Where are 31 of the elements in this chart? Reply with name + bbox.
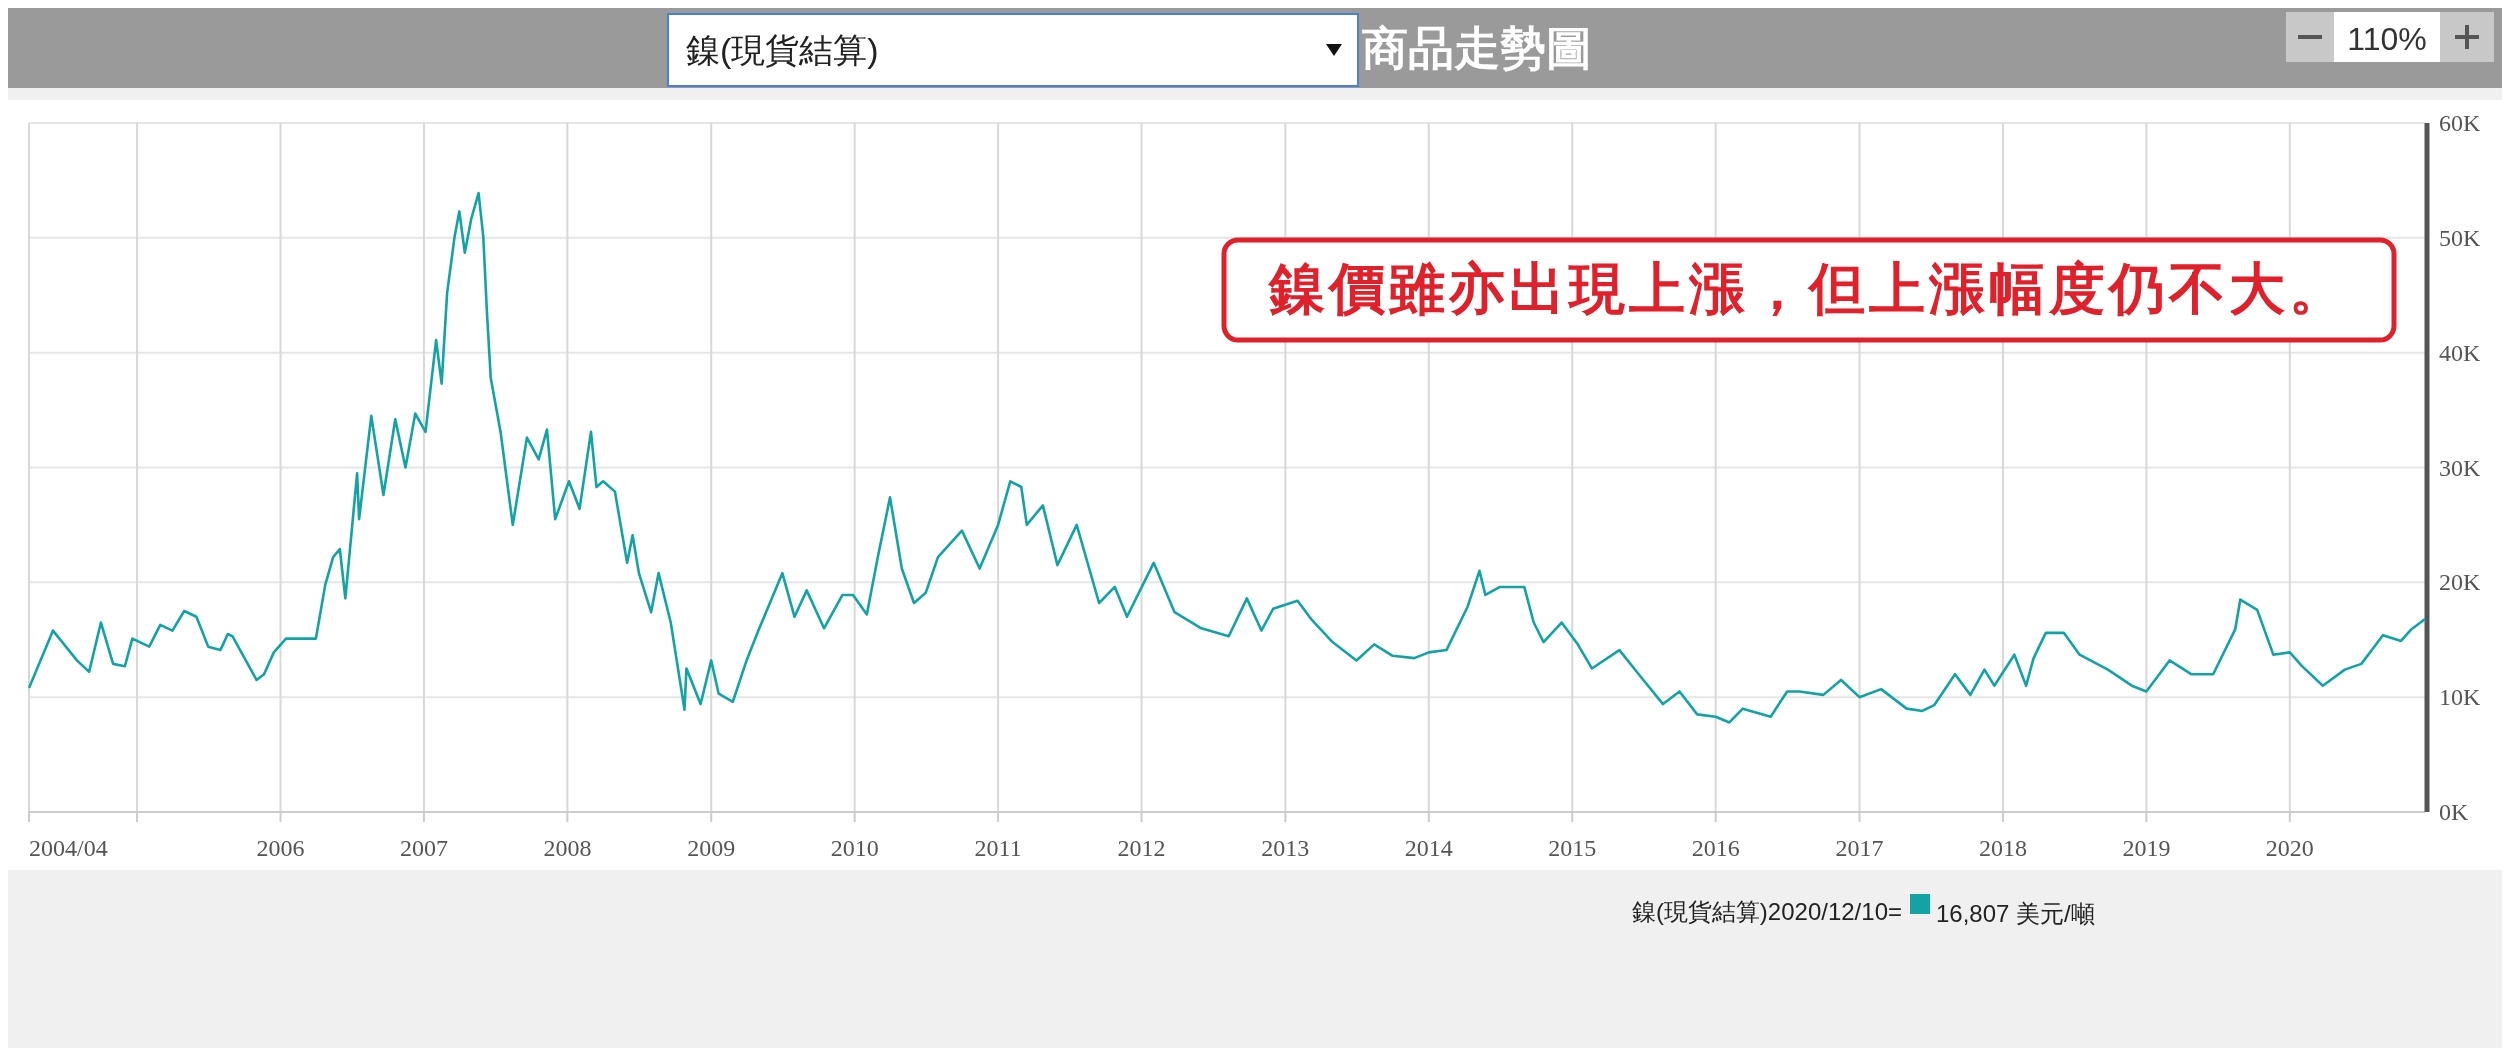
x-tick-label: 2017 <box>1835 835 1884 861</box>
x-tick-label: 2018 <box>1978 835 2027 861</box>
x-tick-label: 2011 <box>974 835 1022 861</box>
line-series <box>27 191 2427 724</box>
y-tick-label: 30K <box>2439 454 2481 481</box>
text: 110% <box>2347 21 2427 57</box>
annotation: 鎳價雖亦出現上漲，但上漲幅度仍不大。 <box>1267 258 2349 320</box>
x-tick-label: 2004/04 <box>29 835 108 861</box>
x-tick-label: 2013 <box>1261 835 1310 861</box>
x-tick-label: 2019 <box>2122 835 2171 861</box>
x-tick-label: 2015 <box>1548 835 1597 861</box>
text: 鎳(現貨結算) <box>686 31 879 69</box>
y-tick-label: 40K <box>2439 339 2481 366</box>
x-tick-label: 2020 <box>2265 835 2314 861</box>
text: 鎳(現貨結算) <box>1631 898 1768 925</box>
x-tick-label: 2016 <box>1691 835 1740 861</box>
y-tick-label: 60K <box>2439 110 2481 136</box>
x-tick-label: 2010 <box>830 835 879 861</box>
x-tick-label: 2014 <box>1404 835 1453 861</box>
y-tick-label: 20K <box>2439 569 2481 596</box>
x-tick-label: 2009 <box>687 835 736 861</box>
y-tick-label: 50K <box>2439 224 2481 251</box>
x-tick-label: 2012 <box>1117 835 1166 861</box>
x-tick-label: 2007 <box>399 835 448 861</box>
x-tick-label: 2008 <box>543 835 592 861</box>
chart-title: 商品走勢圖 <box>1362 22 1592 74</box>
y-tick-label: 10K <box>2439 684 2481 711</box>
text: 2020/12/10= <box>1767 898 1902 925</box>
x-tick-label: 2006 <box>256 835 305 861</box>
text: 16,807 美元/噸 <box>1936 900 2095 927</box>
y-tick-label: 0K <box>2439 799 2469 825</box>
